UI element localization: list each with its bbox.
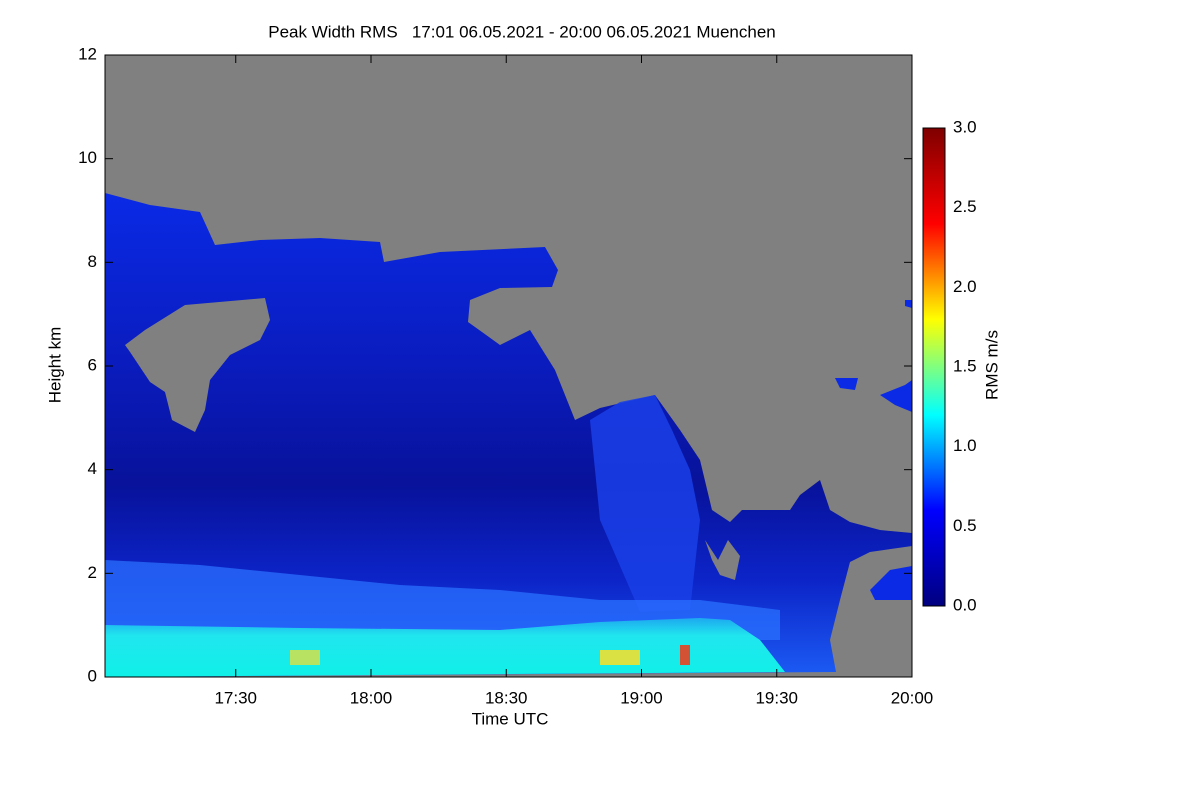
colorbar-tick-label: 1.0 [953,436,977,455]
colorbar-tick-label: 2.0 [953,277,977,296]
colorbar-tick-label: 2.5 [953,197,977,216]
colorbar-tick-label: 3.0 [953,117,977,136]
x-tick-label: 18:00 [350,688,393,707]
y-tick-label: 2 [88,563,97,582]
x-tick-label: 19:30 [755,688,798,707]
echo-region [105,193,912,677]
colorbar-tick-label: 0.5 [953,516,977,535]
echo-region [880,380,912,412]
echo-region-high [590,395,700,612]
gap-region [125,298,270,432]
high-values [600,650,640,665]
y-tick-label: 8 [88,252,97,271]
x-tick-label: 17:30 [214,688,257,707]
y-tick-label: 4 [88,459,97,478]
high-values [290,650,320,665]
high-values [680,645,690,665]
y-tick-label: 10 [78,148,97,167]
echo-region [905,300,912,308]
gap-region [705,540,740,580]
colorbar [922,127,946,607]
colorbar-tick-label: 0.0 [953,595,977,614]
y-tick-label: 12 [78,44,97,63]
colorbar-label: RMS m/s [982,330,1001,400]
x-tick-label: 20:00 [891,688,934,707]
echo-region [870,566,912,600]
y-axis-label: Height km [45,327,64,404]
y-tick-label: 0 [88,666,97,685]
axes: 0 2 4 6 8 10 12 17:30 18:00 18:30 19:00 19:30 20:00 0… [78,44,977,707]
chart-title: Peak Width RMS 17:01 06.05.2021 - 20:00 … [268,22,776,41]
echo-region [835,378,858,390]
colorbar-tick-label: 1.5 [953,356,977,375]
x-axis-label: Time UTC [472,709,549,728]
y-tick-label: 6 [88,355,97,374]
x-tick-label: 19:00 [620,688,663,707]
heatmap-field [105,55,912,677]
x-tick-label: 18:30 [485,688,528,707]
boundary-layer [105,560,780,640]
